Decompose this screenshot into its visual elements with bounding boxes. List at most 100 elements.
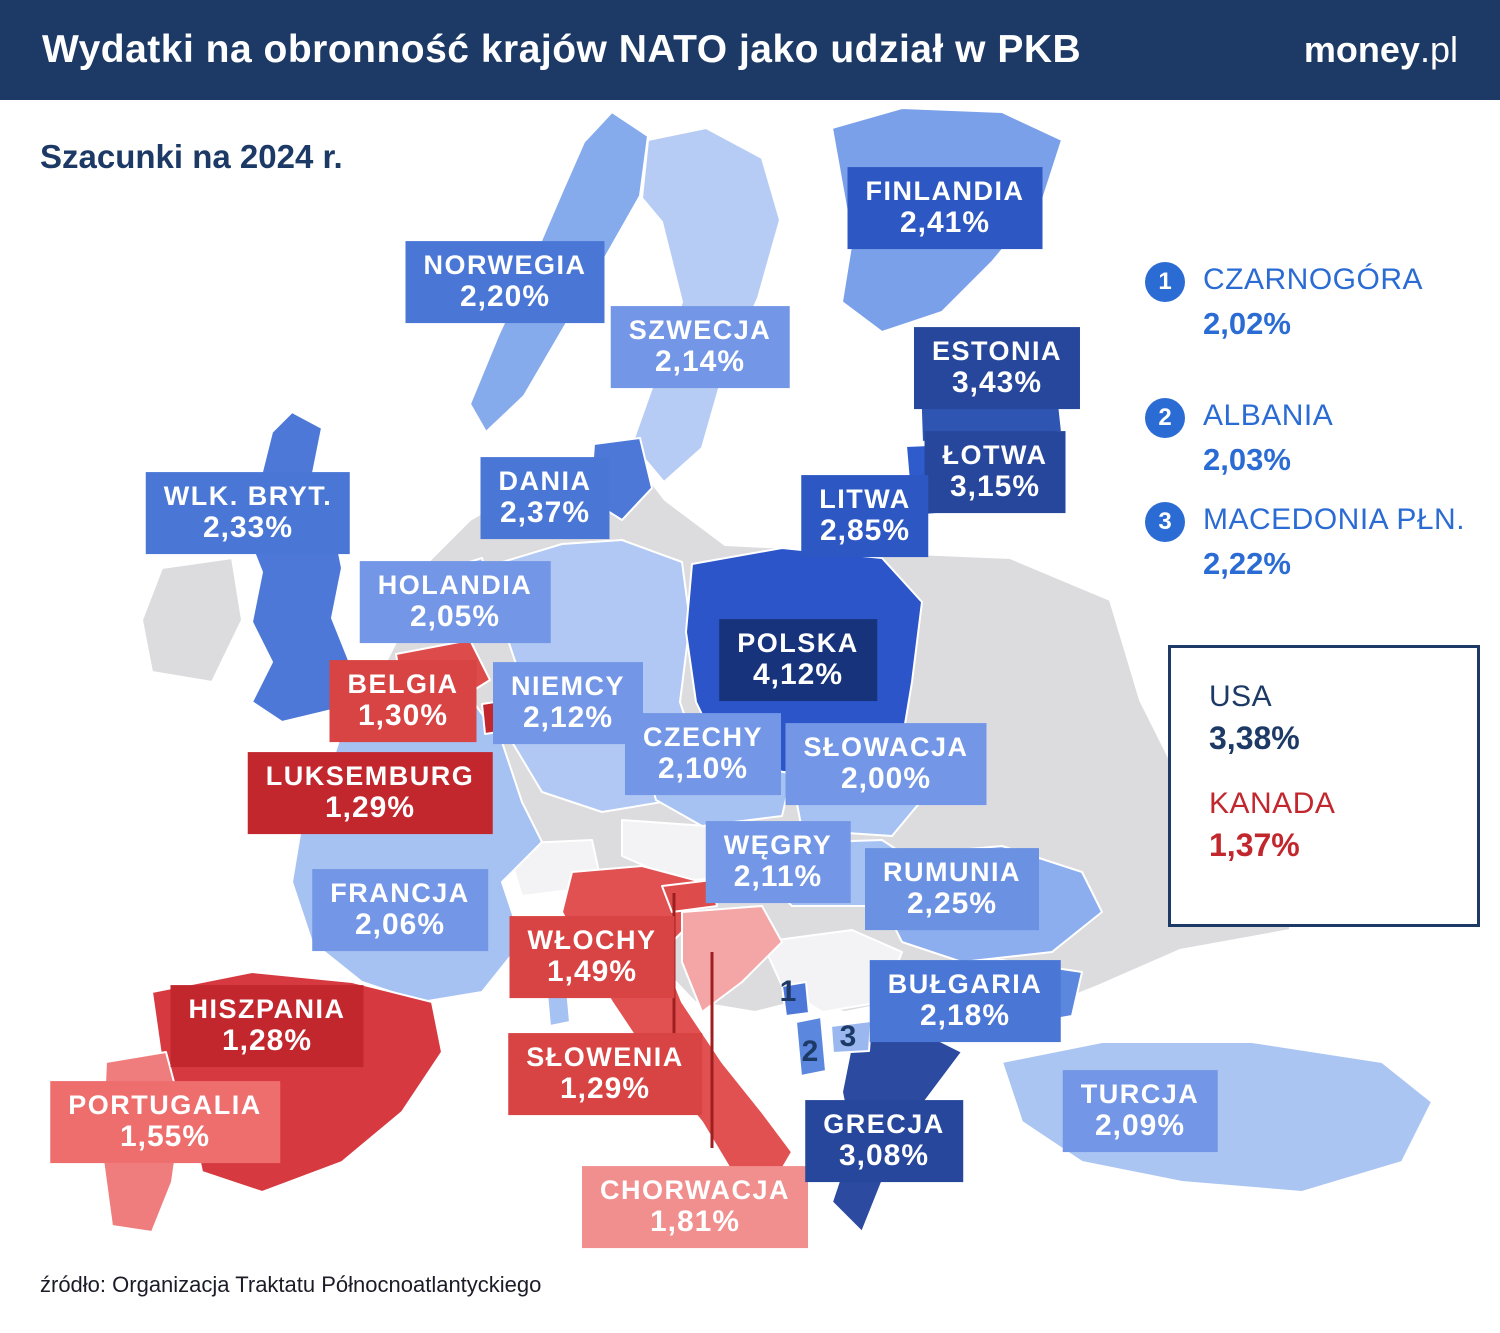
- legend-number-badge-3: 3: [1145, 502, 1185, 542]
- country-name: TURCJA: [1080, 1079, 1200, 1110]
- map-marker-macedonia: 3: [839, 1020, 857, 1053]
- country-name: WĘGRY: [723, 830, 833, 861]
- map-shape-ireland: [141, 557, 243, 683]
- country-value: 1,55%: [119, 1120, 211, 1154]
- map-shape-croatia: [681, 905, 783, 1013]
- country-name: CZECHY: [642, 722, 764, 753]
- country-value: 3,43%: [951, 366, 1043, 400]
- country-name: NORWEGIA: [423, 250, 587, 281]
- country-value: 2,12%: [522, 701, 614, 735]
- country-value: 2,14%: [654, 345, 746, 379]
- logo-text-bold: money: [1303, 29, 1420, 70]
- country-name: HOLANDIA: [377, 570, 533, 601]
- country-label-chorwacja: CHORWACJA 1,81%: [581, 1166, 809, 1248]
- country-name: HISZPANIA: [188, 994, 346, 1025]
- country-name: FRANCJA: [330, 878, 470, 909]
- country-value: 4,12%: [752, 658, 844, 692]
- country-label-portugalia: PORTUGALIA 1,55%: [50, 1081, 280, 1163]
- country-label-norwegia: NORWEGIA 2,20%: [405, 241, 605, 323]
- country-name: LUKSEMBURG: [265, 761, 475, 792]
- inset-kanada-value: 1,37%: [1209, 827, 1300, 863]
- legend-country-name: ALBANIA: [1203, 399, 1334, 432]
- country-label-wegry: WĘGRY 2,11%: [705, 821, 851, 903]
- inset-usa-name: USA: [1209, 680, 1273, 713]
- country-label-rumunia: RUMUNIA 2,25%: [865, 848, 1039, 930]
- country-label-francja: FRANCJA 2,06%: [312, 869, 488, 951]
- subtitle: Szacunki na 2024 r.: [40, 138, 343, 175]
- usa-kanada-box: USA 3,38% KANADA 1,37%: [1168, 645, 1480, 927]
- country-value: 2,11%: [733, 860, 823, 894]
- map-shape-slovenia: [661, 879, 718, 913]
- legend-item-albania: 2 ALBANIA 2,03%: [1145, 398, 1333, 478]
- map-shape-albania: [795, 1016, 827, 1077]
- header-bar: Wydatki na obronność krajów NATO jako ud…: [0, 0, 1500, 100]
- country-name: RUMUNIA: [883, 857, 1021, 888]
- country-value: 2,05%: [409, 600, 501, 634]
- country-name: SŁOWACJA: [803, 732, 969, 763]
- country-name: POLSKA: [737, 628, 859, 659]
- country-name: WŁOCHY: [527, 925, 657, 956]
- country-label-wlk-bryt: WLK. BRYT. 2,33%: [145, 472, 351, 554]
- map-shape-montenegro: [781, 981, 810, 1017]
- country-name: SZWECJA: [628, 315, 772, 346]
- legend-country-value: 2,03%: [1203, 442, 1291, 477]
- country-label-finlandia: FINLANDIA 2,41%: [847, 167, 1043, 249]
- map-shape-north-macedonia: [830, 1020, 872, 1054]
- source-note: źródło: Organizacja Traktatu Północnoatl…: [40, 1272, 542, 1297]
- legend-number-badge-2: 2: [1145, 398, 1185, 438]
- map-shape-sweden: [631, 127, 781, 483]
- country-label-slowacja: SŁOWACJA 2,00%: [785, 723, 987, 805]
- country-name: GRECJA: [823, 1109, 945, 1140]
- country-label-hiszpania: HISZPANIA 1,28%: [170, 985, 364, 1067]
- country-value: 1,81%: [649, 1205, 741, 1239]
- map-marker-albania: 2: [801, 1035, 819, 1068]
- country-value: 2,20%: [459, 280, 551, 314]
- country-label-litwa: LITWA 2,85%: [801, 475, 929, 557]
- country-label-estonia: ESTONIA 3,43%: [913, 327, 1081, 409]
- country-label-turcja: TURCJA 2,09%: [1062, 1070, 1218, 1152]
- country-name: ESTONIA: [931, 336, 1063, 367]
- country-label-grecja: GRECJA 3,08%: [805, 1100, 963, 1182]
- country-value: 2,00%: [840, 762, 932, 796]
- country-label-bulgaria: BUŁGARIA 2,18%: [869, 960, 1061, 1042]
- legend-country-name: MACEDONIA PŁN.: [1203, 503, 1466, 536]
- country-name: DANIA: [498, 466, 592, 497]
- legend-number-badge-1: 1: [1145, 262, 1185, 302]
- legend-item-macedonia-pln: 3 MACEDONIA PŁN. 2,22%: [1145, 502, 1465, 582]
- country-name: BELGIA: [347, 669, 459, 700]
- country-label-niemcy: NIEMCY 2,12%: [492, 662, 644, 744]
- country-value: 2,09%: [1094, 1109, 1186, 1143]
- country-value: 1,49%: [546, 955, 638, 989]
- country-value: 1,29%: [559, 1072, 651, 1106]
- country-value: 2,18%: [919, 999, 1011, 1033]
- legend-country-value: 2,02%: [1203, 306, 1291, 341]
- legend-item-czarnogora: 1 CZARNOGÓRA 2,02%: [1145, 262, 1423, 342]
- country-name: FINLANDIA: [865, 176, 1025, 207]
- country-name: BUŁGARIA: [887, 969, 1043, 1000]
- country-value: 2,25%: [906, 887, 998, 921]
- country-name: SŁOWENIA: [526, 1042, 684, 1073]
- legend-country-value: 2,22%: [1203, 546, 1291, 581]
- country-label-polska: POLSKA 4,12%: [719, 619, 877, 701]
- country-label-dania: DANIA 2,37%: [480, 457, 610, 539]
- country-label-wlochy: WŁOCHY 1,49%: [509, 916, 675, 998]
- country-label-luksemburg: LUKSEMBURG 1,29%: [247, 752, 493, 834]
- country-value: 1,30%: [357, 699, 449, 733]
- country-name: CHORWACJA: [599, 1175, 791, 1206]
- country-name: NIEMCY: [510, 671, 626, 702]
- country-value: 1,29%: [324, 791, 416, 825]
- country-value: 2,41%: [899, 206, 991, 240]
- country-label-holandia: HOLANDIA 2,05%: [359, 561, 551, 643]
- country-value: 3,15%: [949, 470, 1041, 504]
- country-name: LITWA: [819, 484, 911, 515]
- country-label-slowenia: SŁOWENIA 1,29%: [508, 1033, 702, 1115]
- inset-usa-value: 3,38%: [1209, 720, 1300, 756]
- country-value: 2,06%: [354, 908, 446, 942]
- inset-kanada-name: KANADA: [1209, 787, 1336, 820]
- logo-text-rest: .pl: [1419, 29, 1458, 70]
- country-value: 2,10%: [657, 752, 749, 786]
- country-name: PORTUGALIA: [68, 1090, 262, 1121]
- country-value: 3,08%: [838, 1139, 930, 1173]
- country-value: 2,85%: [819, 514, 911, 548]
- country-name: ŁOTWA: [942, 440, 1048, 471]
